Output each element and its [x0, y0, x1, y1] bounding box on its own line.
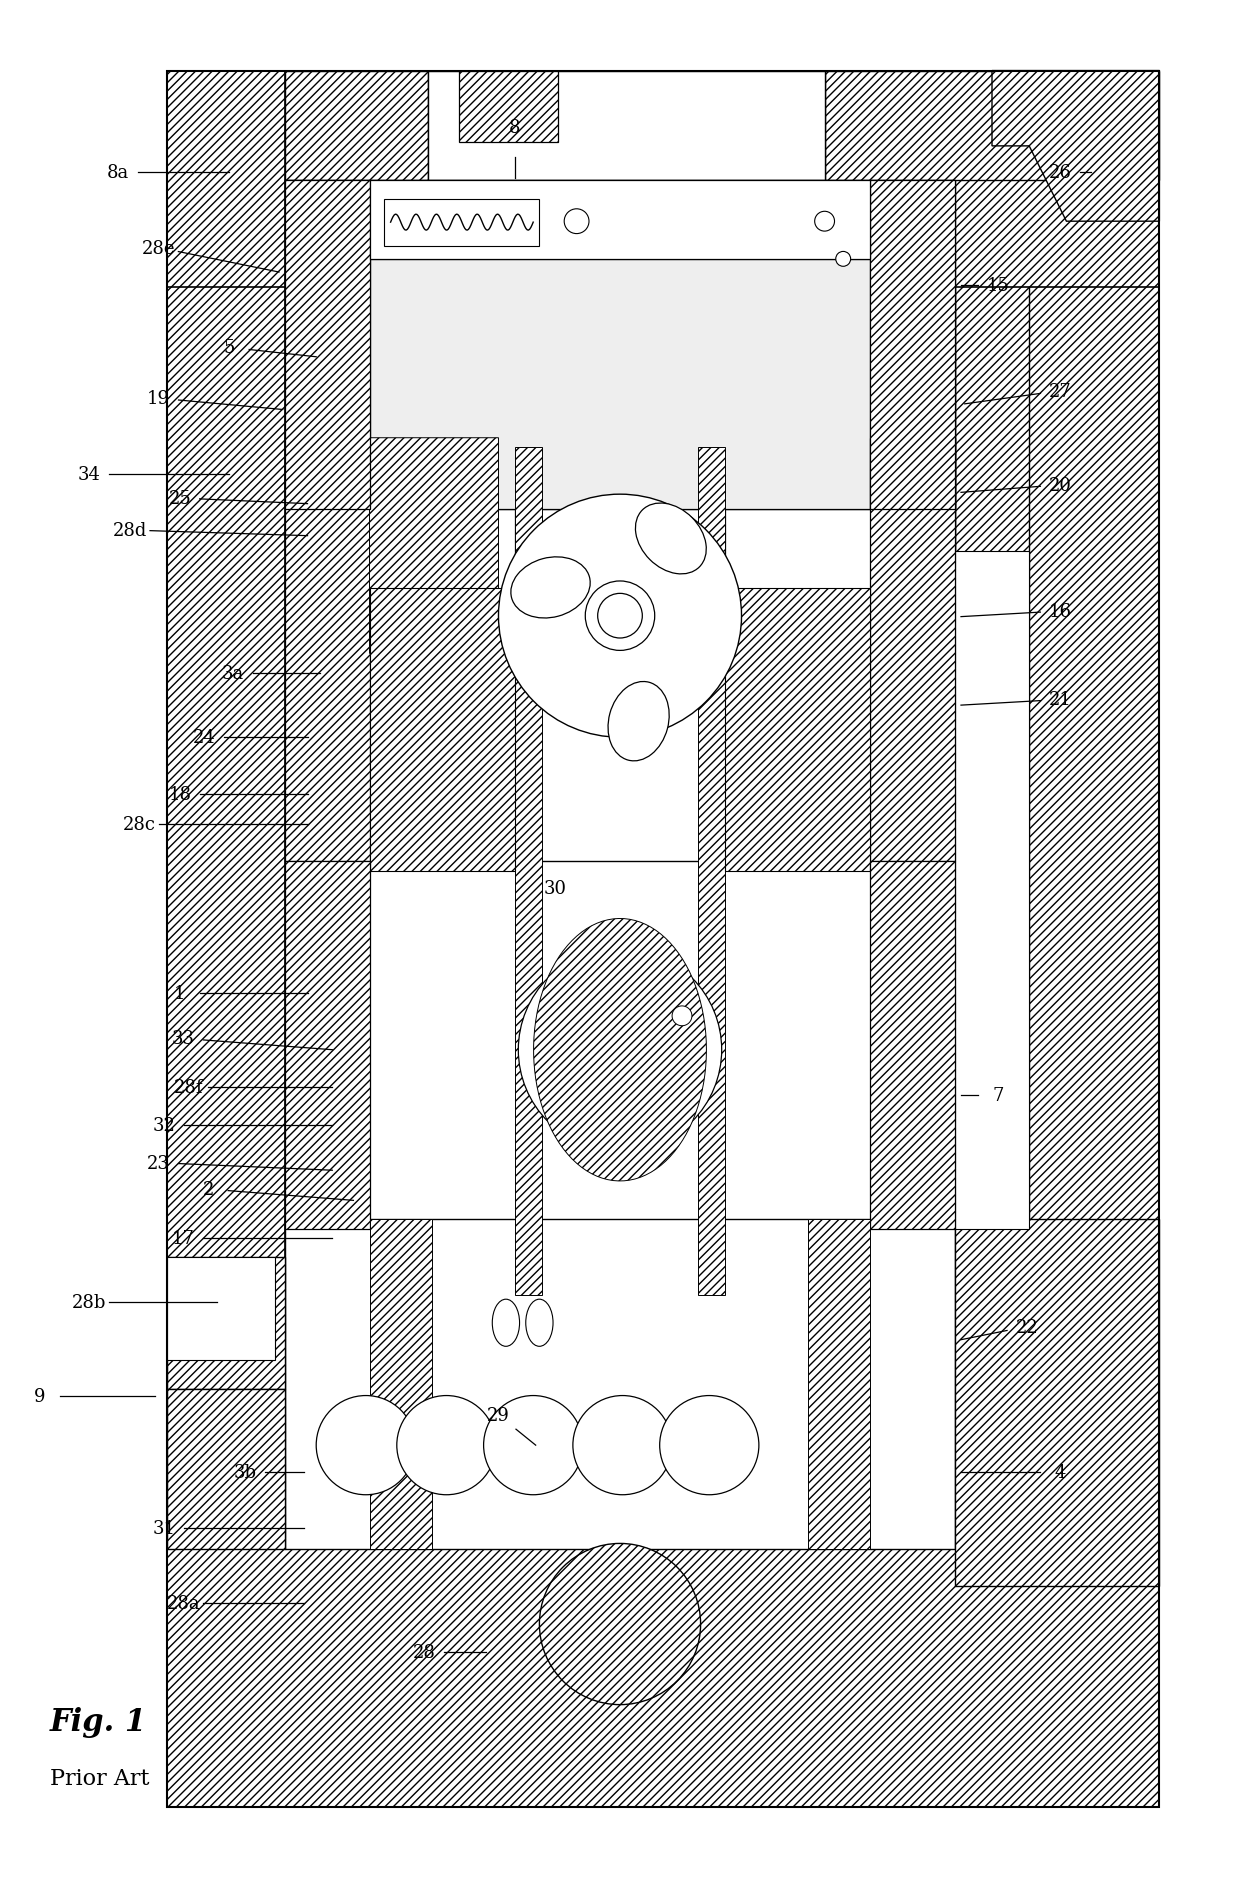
Ellipse shape — [511, 557, 590, 619]
Circle shape — [573, 1396, 672, 1494]
Polygon shape — [167, 72, 285, 288]
Polygon shape — [725, 589, 870, 871]
Text: 28e: 28e — [141, 239, 176, 258]
Text: 27: 27 — [1049, 382, 1071, 401]
Polygon shape — [285, 1220, 955, 1549]
Polygon shape — [698, 448, 725, 1295]
Circle shape — [815, 213, 835, 231]
Polygon shape — [533, 918, 707, 1182]
Text: 3a: 3a — [222, 664, 244, 683]
Circle shape — [518, 949, 722, 1152]
Polygon shape — [370, 181, 870, 260]
Polygon shape — [955, 72, 1159, 288]
Polygon shape — [459, 72, 558, 143]
Ellipse shape — [492, 1299, 520, 1348]
Polygon shape — [167, 1389, 285, 1549]
Polygon shape — [285, 181, 955, 510]
Text: 28: 28 — [413, 1643, 435, 1662]
Polygon shape — [285, 439, 370, 862]
Polygon shape — [428, 72, 825, 181]
Circle shape — [539, 1543, 701, 1705]
Circle shape — [660, 1396, 759, 1494]
Polygon shape — [370, 589, 515, 871]
Text: 31: 31 — [153, 1519, 175, 1538]
Text: 32: 32 — [153, 1116, 175, 1135]
Text: 17: 17 — [172, 1229, 195, 1248]
Polygon shape — [870, 181, 955, 510]
Polygon shape — [870, 439, 955, 862]
Text: 19: 19 — [148, 390, 170, 408]
Text: 4: 4 — [1054, 1462, 1066, 1481]
Text: 28f: 28f — [174, 1078, 203, 1097]
Polygon shape — [515, 448, 542, 1295]
Text: 7: 7 — [992, 1086, 1004, 1105]
Circle shape — [498, 495, 742, 738]
Polygon shape — [384, 199, 539, 247]
Polygon shape — [515, 448, 725, 1295]
Polygon shape — [955, 1220, 1159, 1587]
Bar — [167, 72, 1159, 1807]
Text: 8: 8 — [508, 119, 521, 137]
Polygon shape — [285, 181, 370, 510]
Ellipse shape — [526, 1299, 553, 1348]
Text: 15: 15 — [987, 277, 1009, 295]
Text: 28b: 28b — [72, 1293, 107, 1312]
Polygon shape — [167, 1257, 285, 1389]
Polygon shape — [808, 1220, 870, 1549]
Polygon shape — [992, 72, 1159, 222]
Text: 16: 16 — [1049, 602, 1071, 621]
Text: 3b: 3b — [234, 1462, 257, 1481]
Text: 5: 5 — [223, 339, 236, 358]
Circle shape — [836, 252, 851, 267]
Polygon shape — [955, 551, 1029, 1229]
Polygon shape — [370, 1220, 432, 1549]
Polygon shape — [370, 439, 498, 655]
Circle shape — [397, 1396, 496, 1494]
Text: 26: 26 — [1049, 164, 1071, 183]
Circle shape — [564, 209, 589, 235]
Text: 18: 18 — [169, 785, 191, 804]
Text: Prior Art: Prior Art — [50, 1767, 149, 1790]
Text: 21: 21 — [1049, 691, 1071, 710]
Polygon shape — [825, 72, 1159, 181]
Text: 34: 34 — [78, 465, 100, 484]
Circle shape — [585, 582, 655, 651]
Polygon shape — [870, 862, 955, 1229]
Ellipse shape — [608, 681, 670, 762]
Polygon shape — [955, 181, 1029, 1460]
Text: 2: 2 — [202, 1180, 215, 1199]
Polygon shape — [167, 1257, 275, 1361]
Polygon shape — [167, 181, 285, 1807]
Circle shape — [316, 1396, 415, 1494]
Polygon shape — [285, 862, 370, 1229]
Polygon shape — [285, 862, 955, 1229]
Polygon shape — [285, 72, 428, 181]
Circle shape — [672, 1007, 692, 1026]
Polygon shape — [370, 260, 870, 510]
Text: 25: 25 — [169, 489, 191, 508]
Text: 28c: 28c — [123, 815, 155, 834]
Text: 30: 30 — [544, 879, 567, 898]
Text: 9: 9 — [33, 1387, 46, 1406]
Polygon shape — [167, 1549, 1159, 1807]
Text: 29: 29 — [487, 1406, 510, 1425]
Text: 23: 23 — [148, 1154, 170, 1172]
Polygon shape — [285, 439, 955, 862]
Text: 20: 20 — [1049, 476, 1071, 495]
Text: 8a: 8a — [107, 164, 129, 183]
Circle shape — [598, 595, 642, 638]
Ellipse shape — [635, 504, 707, 574]
Polygon shape — [1029, 181, 1159, 1807]
Text: 24: 24 — [193, 728, 216, 747]
Text: 28a: 28a — [166, 1594, 201, 1613]
Text: 33: 33 — [172, 1029, 195, 1048]
Text: 1: 1 — [174, 984, 186, 1003]
Circle shape — [484, 1396, 583, 1494]
Text: 28d: 28d — [113, 521, 148, 540]
Text: 22: 22 — [1016, 1317, 1038, 1336]
Text: Fig. 1: Fig. 1 — [50, 1707, 146, 1737]
